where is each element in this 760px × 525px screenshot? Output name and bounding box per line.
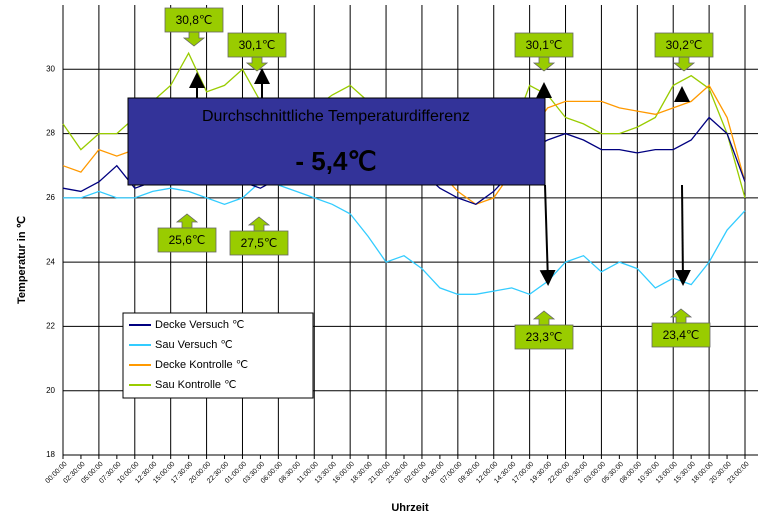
callout-box [651, 322, 711, 348]
pointer-arrow [674, 184, 691, 286]
callout-box [164, 7, 224, 33]
y-tick-label: 24 [46, 257, 55, 266]
callout-arrow [669, 308, 693, 324]
callout-label: 25,6℃ [169, 233, 206, 247]
x-axis-title: Uhrzeit [391, 502, 429, 514]
legend-box [122, 312, 314, 399]
callout-arrow [182, 31, 206, 47]
legend-label: Decke Versuch ℃ [155, 319, 244, 331]
callout-label: 27,5℃ [241, 236, 278, 250]
callout-label: 23,3℃ [526, 330, 563, 344]
callout-arrow [672, 56, 696, 72]
legend-label: Decke Kontrolle ℃ [155, 359, 248, 371]
y-tick-label: 26 [46, 193, 55, 202]
callout-box [514, 324, 574, 350]
legend-label: Sau Versuch ℃ [155, 339, 233, 351]
callout-label: 30,1℃ [526, 38, 563, 52]
callout-box [514, 32, 574, 58]
callout-box [227, 32, 287, 58]
callout-label: 30,8℃ [176, 13, 213, 27]
callout-box [229, 230, 289, 256]
pointer-arrow [539, 184, 556, 286]
y-tick-label: 22 [46, 322, 55, 331]
summary-value: - 5,4℃ [295, 146, 376, 176]
y-axis-title: Temperatur in ℃ [16, 216, 28, 304]
callout-arrow [532, 56, 556, 72]
callout-arrow [175, 213, 199, 229]
summary-title: Durchschnittliche Temperaturdifferenz [202, 108, 470, 125]
callout-arrow [532, 310, 556, 326]
callout-arrow [245, 56, 269, 72]
summary-box [127, 97, 546, 186]
callout-label: 23,4℃ [663, 328, 700, 342]
y-tick-label: 28 [46, 129, 55, 138]
callout-box [654, 32, 714, 58]
y-tick-label: 18 [46, 450, 55, 459]
legend-label: Sau Kontrolle ℃ [155, 379, 236, 391]
callout-label: 30,1℃ [239, 38, 276, 52]
callout-arrow [247, 216, 271, 232]
y-tick-label: 20 [46, 386, 55, 395]
callout-box [157, 227, 217, 253]
callout-label: 30,2℃ [666, 38, 703, 52]
series-line [63, 181, 746, 296]
y-tick-label: 30 [46, 64, 55, 73]
